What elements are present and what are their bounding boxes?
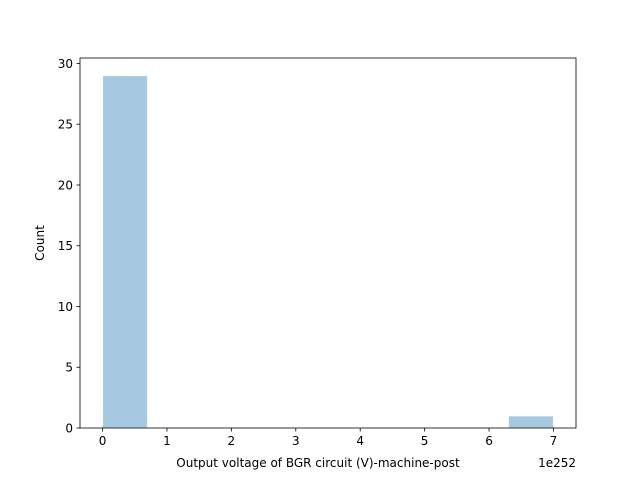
y-tick-label: 10 <box>58 300 73 314</box>
y-tick-label: 15 <box>58 239 73 253</box>
x-tick-label: 7 <box>550 434 558 448</box>
bars-layer <box>102 75 554 429</box>
x-tick-label: 2 <box>228 434 236 448</box>
x-axis-offset-label: 1e252 <box>538 456 576 470</box>
x-tick-label: 0 <box>99 434 107 448</box>
x-tick-label: 5 <box>421 434 429 448</box>
y-tick-label: 20 <box>58 178 73 192</box>
y-axis-ticks: 0 5 10 15 20 25 30 <box>58 57 80 436</box>
x-tick-label: 4 <box>356 434 364 448</box>
x-axis-label: Output voltage of BGR circuit (V)-machin… <box>176 456 460 470</box>
histogram-bar <box>507 415 554 429</box>
y-tick-label: 5 <box>65 361 73 375</box>
histogram-bar <box>102 75 149 429</box>
plot-area-frame <box>79 57 577 429</box>
y-tick-label: 25 <box>58 118 73 132</box>
y-tick-label: 30 <box>58 57 73 71</box>
x-tick-label: 6 <box>485 434 493 448</box>
x-tick-label: 3 <box>292 434 300 448</box>
x-tick-label: 1 <box>163 434 171 448</box>
x-axis-ticks: 0 1 2 3 4 5 6 7 <box>99 428 558 448</box>
y-axis-label: Count <box>33 225 47 261</box>
y-tick-label: 0 <box>65 422 73 436</box>
